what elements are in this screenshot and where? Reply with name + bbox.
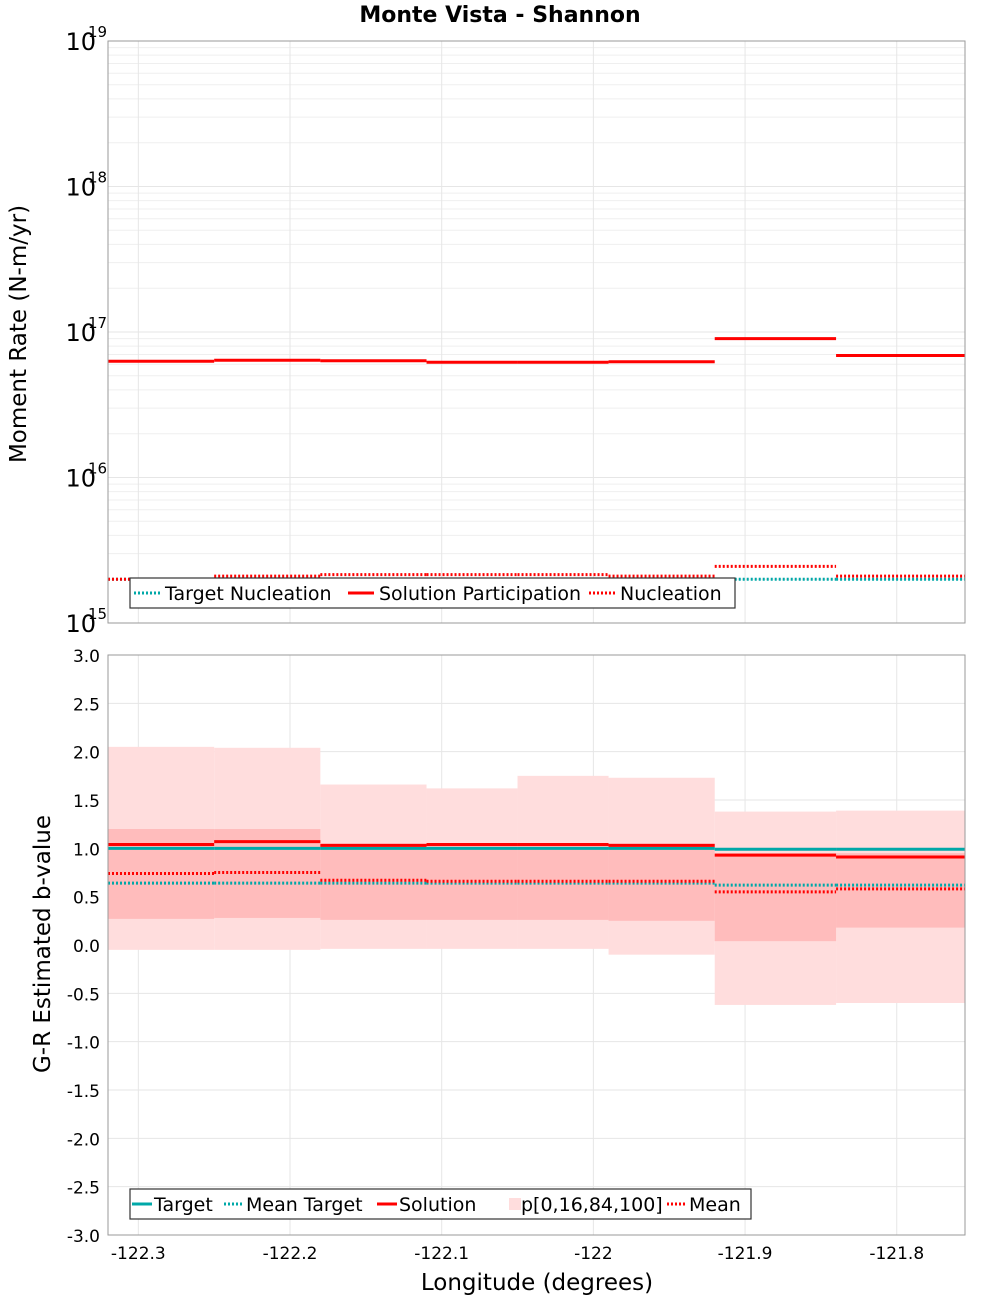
x-tick-label: -122.1 <box>414 1244 469 1264</box>
x-tick-label: -121.9 <box>718 1244 773 1264</box>
top-y-tick-label-exponent: 16 <box>88 460 107 478</box>
bottom-y-tick-label: 0.0 <box>73 937 100 957</box>
top-y-tick-label-base: 10 <box>65 174 96 202</box>
chart-title: Monte Vista - Shannon <box>359 3 640 28</box>
top-y-tick-label-exponent: 18 <box>88 169 107 187</box>
top-legend-label: Nucleation <box>620 583 722 605</box>
x-tick-label: -122 <box>574 1244 613 1264</box>
top-y-tick-label-exponent: 17 <box>88 314 107 332</box>
top-y-axis-label: Moment Rate (N-m/yr) <box>6 205 32 463</box>
bottom-y-tick-label: 3.0 <box>73 647 100 667</box>
bottom-legend-label: Mean Target <box>246 1194 363 1216</box>
x-tick-label: -122.2 <box>263 1244 318 1264</box>
top-y-tick-label-base: 10 <box>65 319 96 347</box>
bottom-y-tick-label: -0.5 <box>67 985 100 1005</box>
x-tick-label: -121.8 <box>869 1244 924 1264</box>
b-value-panel: -3.0 -2.5 -2.0 -1.5 -1.0 -0.5 0.0 0.5 1.0 1.5 2.0 2… <box>67 647 966 1264</box>
bottom-legend: Target Mean Target Solution p[0,16,84,100] M… <box>129 1188 752 1220</box>
bottom-y-tick-label: 1.0 <box>73 840 100 860</box>
bottom-legend-label: Mean <box>689 1194 741 1216</box>
bottom-y-tick-label: 0.5 <box>73 889 100 909</box>
bottom-y-tick-label: -1.5 <box>67 1082 100 1102</box>
bottom-y-tick-label: -2.5 <box>67 1179 100 1199</box>
bottom-legend-label: Solution <box>399 1194 476 1216</box>
x-axis-label: Longitude (degrees) <box>421 1270 653 1296</box>
top-legend-label: Solution Participation <box>379 583 581 605</box>
bottom-plot-frame <box>107 654 966 1236</box>
bottom-y-tick-label: -1.0 <box>67 1034 100 1054</box>
top-legend-box <box>129 577 736 609</box>
bottom-y-axis-label: G-R Estimated b-value <box>30 815 56 1073</box>
top-legend: Target Nucleation Solution Participation N… <box>129 577 736 609</box>
top-y-tick-label-base: 10 <box>65 28 96 56</box>
bottom-y-tick-label: 2.0 <box>73 744 100 764</box>
band-p16-p84 <box>714 853 837 942</box>
top-y-tick-label-exponent: 15 <box>88 605 107 623</box>
bottom-legend-swatch <box>509 1198 521 1210</box>
bottom-y-tick-label: 1.5 <box>73 792 100 812</box>
top-y-tick-label-exponent: 19 <box>88 23 107 41</box>
bottom-legend-label: Target <box>153 1194 213 1216</box>
top-y-tick-label-base: 10 <box>65 465 96 493</box>
bottom-y-tick-label: -3.0 <box>67 1227 100 1247</box>
top-plot-frame <box>107 40 966 624</box>
bottom-legend-label: p[0,16,84,100] <box>521 1194 663 1216</box>
bottom-y-tick-label: -2.0 <box>67 1130 100 1150</box>
x-tick-label: -122.3 <box>111 1244 166 1264</box>
top-y-tick-label-base: 10 <box>65 610 96 638</box>
bottom-y-tick-label: 2.5 <box>73 695 100 715</box>
top-legend-label: Target Nucleation <box>164 583 332 605</box>
